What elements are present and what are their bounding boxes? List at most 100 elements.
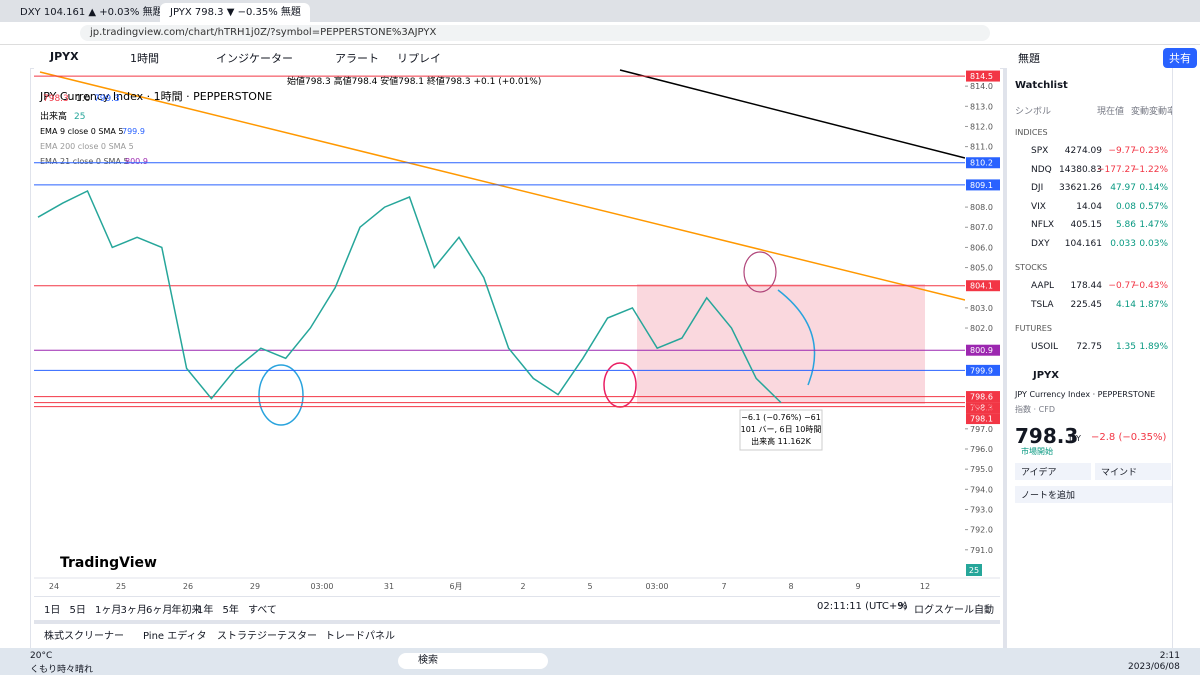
price-label-bg xyxy=(966,70,1000,82)
tooltip-line: 101 バー, 6日 10時間 xyxy=(741,425,822,434)
change: 4.14 xyxy=(1115,299,1136,310)
url[interactable]: jp.tradingview.com/chart/hTRH1j0Z/?symbo… xyxy=(80,25,990,41)
interval[interactable]: 1時間 xyxy=(130,52,159,65)
trend-line xyxy=(39,71,966,301)
symbol[interactable]: DXY xyxy=(1031,238,1050,249)
ideas[interactable]: アイデア xyxy=(1015,463,1091,480)
chart: JPY Currency Index · 1時間 · PEPPERSTONE 始… xyxy=(34,68,1000,591)
symbol[interactable]: SPX xyxy=(1031,146,1049,156)
indicators[interactable]: インジケーター xyxy=(216,52,293,65)
column-header[interactable]: シンボル xyxy=(1015,107,1052,117)
price-label: 804.1 xyxy=(970,282,993,291)
range-button[interactable]: 1年 xyxy=(197,605,214,616)
watchlist-title[interactable]: Watchlist xyxy=(1015,80,1068,91)
detail-change: −2.8 (−0.35%) xyxy=(1091,432,1167,443)
y-tick-label: 795.0 xyxy=(970,465,993,474)
price-label-bg xyxy=(966,344,1000,356)
change-pct: 1.87% xyxy=(1139,299,1168,310)
last: 178.44 xyxy=(1070,281,1103,291)
watchlist: Watchlist シンボル 現在値 変動 変動率 INDICES SPX 4274.09−… xyxy=(1003,68,1177,648)
detail-symbol: JPYX xyxy=(1033,370,1060,381)
panel-tab[interactable]: Pine エディタ xyxy=(143,631,207,642)
detail-currency: JPY xyxy=(1069,434,1081,443)
detail-price: 798.3 xyxy=(1015,424,1079,448)
minds[interactable]: マインド xyxy=(1095,463,1171,480)
symbol[interactable]: DJI xyxy=(1031,183,1044,193)
range-button[interactable]: 5年 xyxy=(222,605,239,616)
y-tick-label: 797.0 xyxy=(970,425,993,434)
price-label-bg xyxy=(966,280,1000,292)
panel-tab[interactable]: 株式スクリーナー xyxy=(44,631,124,642)
change: −0.77 xyxy=(1108,281,1136,291)
symbol[interactable]: USOIL xyxy=(1031,342,1059,352)
x-tick-label: 24 xyxy=(49,582,59,591)
range-button[interactable]: 3ヶ月 xyxy=(120,605,147,616)
panel-tab[interactable]: ストラテジーテスター xyxy=(217,631,317,642)
column-header[interactable]: 変動率 xyxy=(1149,107,1177,117)
price-label-bg xyxy=(966,179,1000,191)
price-axis xyxy=(965,68,1000,578)
symbol[interactable]: VIX xyxy=(1031,201,1046,212)
range-button[interactable]: 1ヶ月 xyxy=(95,605,122,616)
y-tick-label: 807.0 xyxy=(970,223,993,232)
x-tick-label: 6月 xyxy=(449,582,462,591)
x-tick-label: 8 xyxy=(788,582,793,591)
panel-tab[interactable]: トレードパネル xyxy=(325,631,395,642)
right-toolbar xyxy=(1172,68,1200,648)
range-button[interactable]: 年初来 xyxy=(171,605,202,616)
change: 1.35 xyxy=(1115,342,1136,352)
y-tick-label: 792.0 xyxy=(970,526,993,535)
auto-scale[interactable]: 自動 xyxy=(974,605,994,616)
detail-kind: 指数 · CFD xyxy=(1015,405,1055,414)
tab[interactable]: DXY 104.161 ▲ +0.03% 無題 xyxy=(20,7,160,18)
last: 405.15 xyxy=(1070,220,1103,230)
volume-axis-label: 25 xyxy=(969,566,979,575)
group-name: STOCKS xyxy=(1015,263,1048,272)
annotation-circle xyxy=(743,251,777,293)
percent[interactable]: % xyxy=(898,601,908,612)
price-label-bg xyxy=(966,157,1000,169)
legend-title: JPY Currency Index · 1時間 · PEPPERSTONE xyxy=(39,90,272,103)
range-button[interactable]: 6ヶ月 xyxy=(146,605,173,616)
alert[interactable]: アラート xyxy=(335,52,379,65)
change: 0.08 xyxy=(1115,201,1136,212)
column-header[interactable]: 現在値 xyxy=(1097,107,1125,117)
symbol[interactable]: NDQ xyxy=(1031,164,1052,175)
time: 2:11 xyxy=(1159,651,1180,661)
ask: 799.3 xyxy=(94,94,120,104)
x-tick-label: 26 xyxy=(183,582,193,591)
watermark: TradingView xyxy=(60,555,157,571)
y-tick-label: 794.0 xyxy=(970,485,993,494)
replay[interactable]: リプレイ xyxy=(397,52,441,65)
x-tick-label: 9 xyxy=(855,582,860,591)
price-label-bg xyxy=(966,413,1000,425)
range-button[interactable]: すべて xyxy=(248,605,277,616)
range-button[interactable]: 5日 xyxy=(69,605,86,616)
panel-tabs xyxy=(34,620,1000,648)
y-tick-label: 793.0 xyxy=(970,505,993,514)
y-tick-label: 803.0 xyxy=(970,304,993,313)
detail-status: 市場開始 xyxy=(1021,447,1053,456)
log-scale[interactable]: ログスケール xyxy=(914,605,974,616)
column-header[interactable]: 変動 xyxy=(1131,107,1150,117)
change: −9.77 xyxy=(1108,146,1136,156)
temperature: 20°C xyxy=(30,651,53,661)
price-label: 798.1 xyxy=(970,415,993,424)
y-tick-label: 796.0 xyxy=(970,445,993,454)
add-note[interactable]: ノートを追加 xyxy=(1015,486,1173,503)
range-button[interactable]: 1日 xyxy=(44,605,61,616)
search[interactable]: 検索 xyxy=(398,653,548,669)
volume-label: 出来高 xyxy=(40,110,67,122)
share[interactable]: 共有 xyxy=(1163,48,1197,68)
layout-name[interactable]: 無題 xyxy=(1018,52,1040,65)
symbol[interactable]: AAPL xyxy=(1031,281,1055,291)
tab[interactable]: JPYX 798.3 ▼ −0.35% 無題 xyxy=(160,3,310,22)
last: 225.45 xyxy=(1070,299,1103,310)
y-tick-label: 811.0 xyxy=(970,143,993,152)
symbol[interactable]: TSLA xyxy=(1031,299,1054,310)
symbol[interactable]: JPYX xyxy=(50,50,79,63)
symbol[interactable]: NFLX xyxy=(1031,220,1055,230)
change-pct: 0.14% xyxy=(1139,183,1168,193)
spread: 1.0 xyxy=(76,94,91,104)
